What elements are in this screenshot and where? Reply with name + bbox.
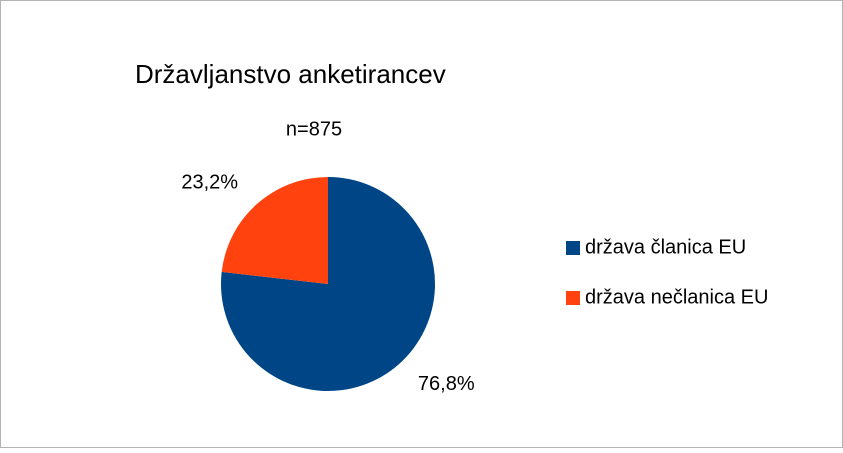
legend-swatch — [566, 241, 580, 255]
legend-swatch — [566, 291, 580, 305]
chart-subtitle: n=875 — [286, 118, 342, 140]
pie-slice — [221, 177, 328, 284]
legend-label: država nečlanica EU — [585, 286, 768, 308]
data-label: 23,2% — [181, 172, 238, 194]
data-label: 76,8% — [418, 373, 475, 395]
legend-label: država članica EU — [585, 236, 746, 258]
chart-title: Državljanstvo anketirancev — [135, 59, 446, 89]
